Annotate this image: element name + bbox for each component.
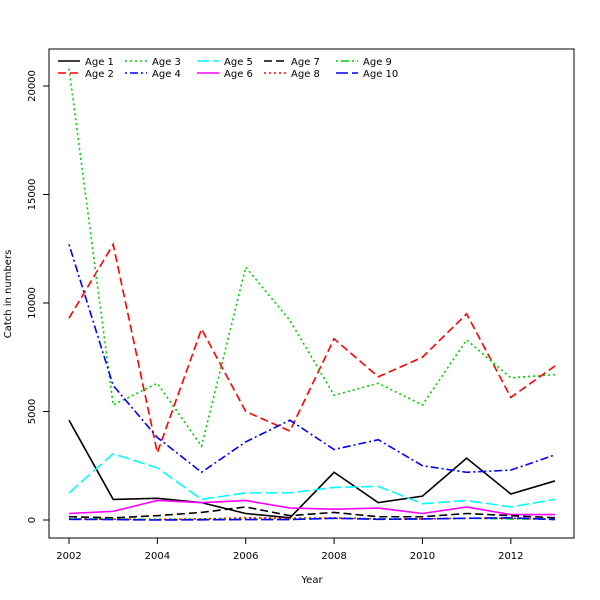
plot-frame bbox=[48, 48, 575, 539]
legend-label: Age 5 bbox=[224, 57, 253, 68]
x-axis: 2002 2004 2006 2008 2010 2012 bbox=[56, 538, 524, 562]
x-tick-label: 2006 bbox=[233, 551, 258, 562]
y-tick-label: 10000 bbox=[27, 287, 38, 319]
series-layer bbox=[68, 68, 556, 521]
legend-label: Age 8 bbox=[291, 69, 320, 80]
y-tick-label: 15000 bbox=[27, 179, 38, 211]
legend-label: Age 3 bbox=[152, 57, 181, 68]
legend-label: Age 10 bbox=[363, 69, 398, 80]
y-tick-label: 0 bbox=[27, 517, 38, 523]
legend-label: Age 7 bbox=[291, 57, 320, 68]
legend-label: Age 2 bbox=[85, 69, 114, 80]
series-line-age-10 bbox=[68, 517, 556, 521]
series-line-age-3 bbox=[68, 68, 556, 449]
legend-label: Age 9 bbox=[363, 57, 392, 68]
y-tick-label: 5000 bbox=[27, 399, 38, 424]
y-axis-title: Catch in numbers bbox=[3, 250, 14, 339]
legend-label: Age 4 bbox=[152, 69, 181, 80]
legend-label: Age 1 bbox=[85, 57, 114, 68]
series-line-age-7 bbox=[68, 506, 556, 519]
x-axis-title: Year bbox=[300, 575, 323, 586]
series-line-age-2 bbox=[68, 242, 556, 456]
y-axis: 0 5000 10000 15000 20000 bbox=[27, 70, 49, 523]
series-line-age-6 bbox=[68, 499, 555, 516]
y-tick-label: 20000 bbox=[27, 70, 38, 102]
series-line-age-4 bbox=[68, 244, 556, 474]
series-line-age-5 bbox=[68, 452, 556, 508]
legend-label: Age 6 bbox=[224, 69, 253, 80]
x-tick-label: 2004 bbox=[145, 551, 170, 562]
x-tick-label: 2012 bbox=[498, 551, 523, 562]
series-line-age-1 bbox=[68, 419, 556, 519]
x-tick-label: 2002 bbox=[56, 551, 81, 562]
x-tick-label: 2008 bbox=[321, 551, 346, 562]
x-tick-label: 2010 bbox=[410, 551, 435, 562]
